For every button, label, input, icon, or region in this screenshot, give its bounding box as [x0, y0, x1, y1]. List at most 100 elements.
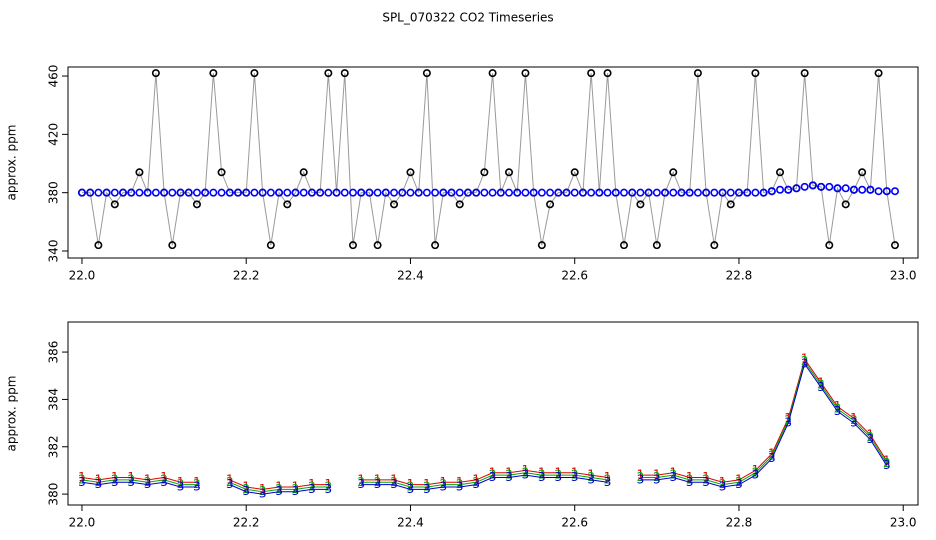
point	[644, 188, 653, 197]
point-glyph: 3	[834, 404, 842, 418]
point-glyph: 2	[538, 468, 546, 482]
point	[348, 241, 357, 250]
point	[299, 168, 308, 177]
point	[160, 188, 169, 197]
point-glyph: 2	[554, 468, 562, 482]
point-glyph: 3	[883, 458, 891, 472]
point-glyph: 1	[571, 465, 579, 479]
point	[373, 241, 382, 250]
point-glyph: 1	[505, 465, 513, 479]
point	[151, 188, 160, 197]
point	[176, 188, 185, 197]
point-glyph: 1	[784, 411, 792, 425]
point	[874, 187, 883, 196]
point-glyph: 1	[735, 472, 743, 486]
point	[505, 168, 514, 177]
point	[841, 184, 850, 193]
point	[357, 188, 366, 197]
point-glyph: 2	[127, 472, 135, 486]
point	[324, 188, 333, 197]
point	[734, 188, 743, 197]
point	[669, 168, 678, 177]
point-glyph: 2	[587, 470, 595, 484]
point-glyph: 2	[374, 475, 382, 489]
point-glyph: 2	[259, 484, 267, 498]
point-glyph: 3	[78, 475, 86, 489]
point	[636, 200, 645, 209]
point-glyph: 2	[702, 472, 710, 486]
point	[390, 188, 399, 197]
point	[455, 188, 464, 197]
point-glyph: 3	[193, 480, 201, 494]
y-tick-label: 386	[47, 341, 61, 364]
point	[537, 188, 546, 197]
point	[546, 188, 555, 197]
point-glyph: 3	[571, 470, 579, 484]
point-glyph: 1	[423, 477, 431, 491]
point	[866, 185, 875, 194]
x-tick-label: 22.8	[726, 516, 753, 530]
point-glyph: 2	[78, 472, 86, 486]
point-glyph: 2	[604, 472, 612, 486]
point	[858, 168, 867, 177]
point-glyph: 3	[308, 482, 316, 496]
plot-frame	[67, 321, 919, 506]
point-glyph: 3	[259, 487, 267, 501]
point	[619, 188, 628, 197]
point-glyph: 3	[439, 480, 447, 494]
point	[373, 188, 382, 197]
point	[422, 188, 431, 197]
point-glyph: 3	[850, 416, 858, 430]
point	[554, 188, 563, 197]
x-tick-label: 22.4	[397, 516, 424, 530]
point	[168, 241, 177, 250]
point-glyph: 3	[407, 482, 415, 496]
point	[628, 188, 637, 197]
point-glyph: 3	[752, 468, 760, 482]
point-glyph: 3	[275, 484, 283, 498]
point	[463, 188, 472, 197]
point	[151, 69, 160, 78]
point-glyph: 3	[653, 472, 661, 486]
point-glyph: 2	[407, 480, 415, 494]
point-glyph: 1	[275, 480, 283, 494]
point	[472, 188, 481, 197]
point	[570, 188, 579, 197]
point-glyph: 2	[784, 413, 792, 427]
point-glyph: 1	[325, 477, 333, 491]
point-glyph: 2	[160, 472, 168, 486]
point	[431, 188, 440, 197]
point-glyph: 1	[867, 427, 875, 441]
point-glyph: 1	[702, 470, 710, 484]
point	[849, 185, 858, 194]
x-tick-label: 22.8	[726, 269, 753, 283]
point-glyph: 3	[784, 416, 792, 430]
point-glyph: 1	[604, 470, 612, 484]
point	[225, 188, 234, 197]
point-glyph: 1	[357, 472, 365, 486]
point-glyph: 2	[867, 430, 875, 444]
point	[266, 188, 275, 197]
point	[488, 188, 497, 197]
point	[316, 188, 325, 197]
point	[619, 241, 628, 250]
point	[192, 188, 201, 197]
point	[513, 188, 522, 197]
series-line	[81, 358, 888, 490]
point	[398, 188, 407, 197]
point	[242, 188, 251, 197]
point	[234, 188, 243, 197]
point-glyph: 2	[686, 472, 694, 486]
point-glyph: 3	[95, 477, 103, 491]
point	[743, 188, 752, 197]
x-tick-label: 22.6	[561, 269, 588, 283]
point-glyph: 2	[472, 475, 480, 489]
point	[784, 185, 793, 194]
point	[891, 241, 900, 250]
point	[480, 168, 489, 177]
point-glyph: 2	[801, 354, 809, 368]
point	[792, 184, 801, 193]
point	[340, 188, 349, 197]
y-tick-label: 460	[47, 65, 61, 88]
point	[414, 188, 423, 197]
